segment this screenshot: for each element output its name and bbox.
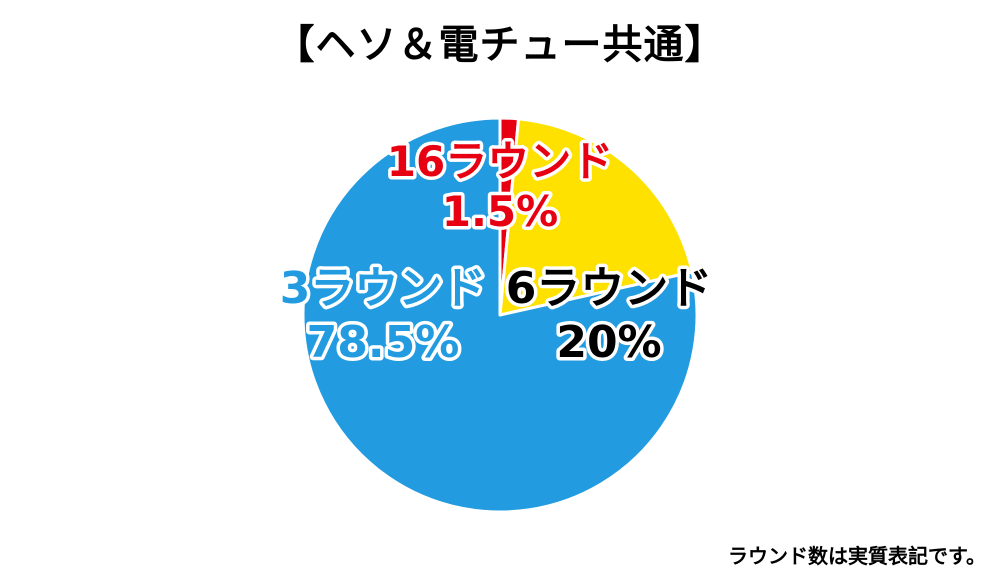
slice-value-2: 78.5%	[307, 317, 460, 368]
slice-label-0: 16ラウンド	[387, 137, 613, 186]
slice-label-2: 3ラウンド	[280, 263, 487, 314]
slice-value-0: 1.5%	[442, 187, 558, 236]
slice-label-1: 6ラウンド	[506, 263, 713, 314]
pie-slice-2	[301, 116, 699, 514]
pie-slice-1	[498, 117, 694, 317]
slice-value-1: 20%	[556, 317, 661, 368]
footnote: ラウンド数は実質表記です。	[728, 544, 986, 568]
pie-slices	[301, 116, 699, 514]
chart-title: 【ヘソ＆電チュー共通】	[274, 22, 726, 68]
